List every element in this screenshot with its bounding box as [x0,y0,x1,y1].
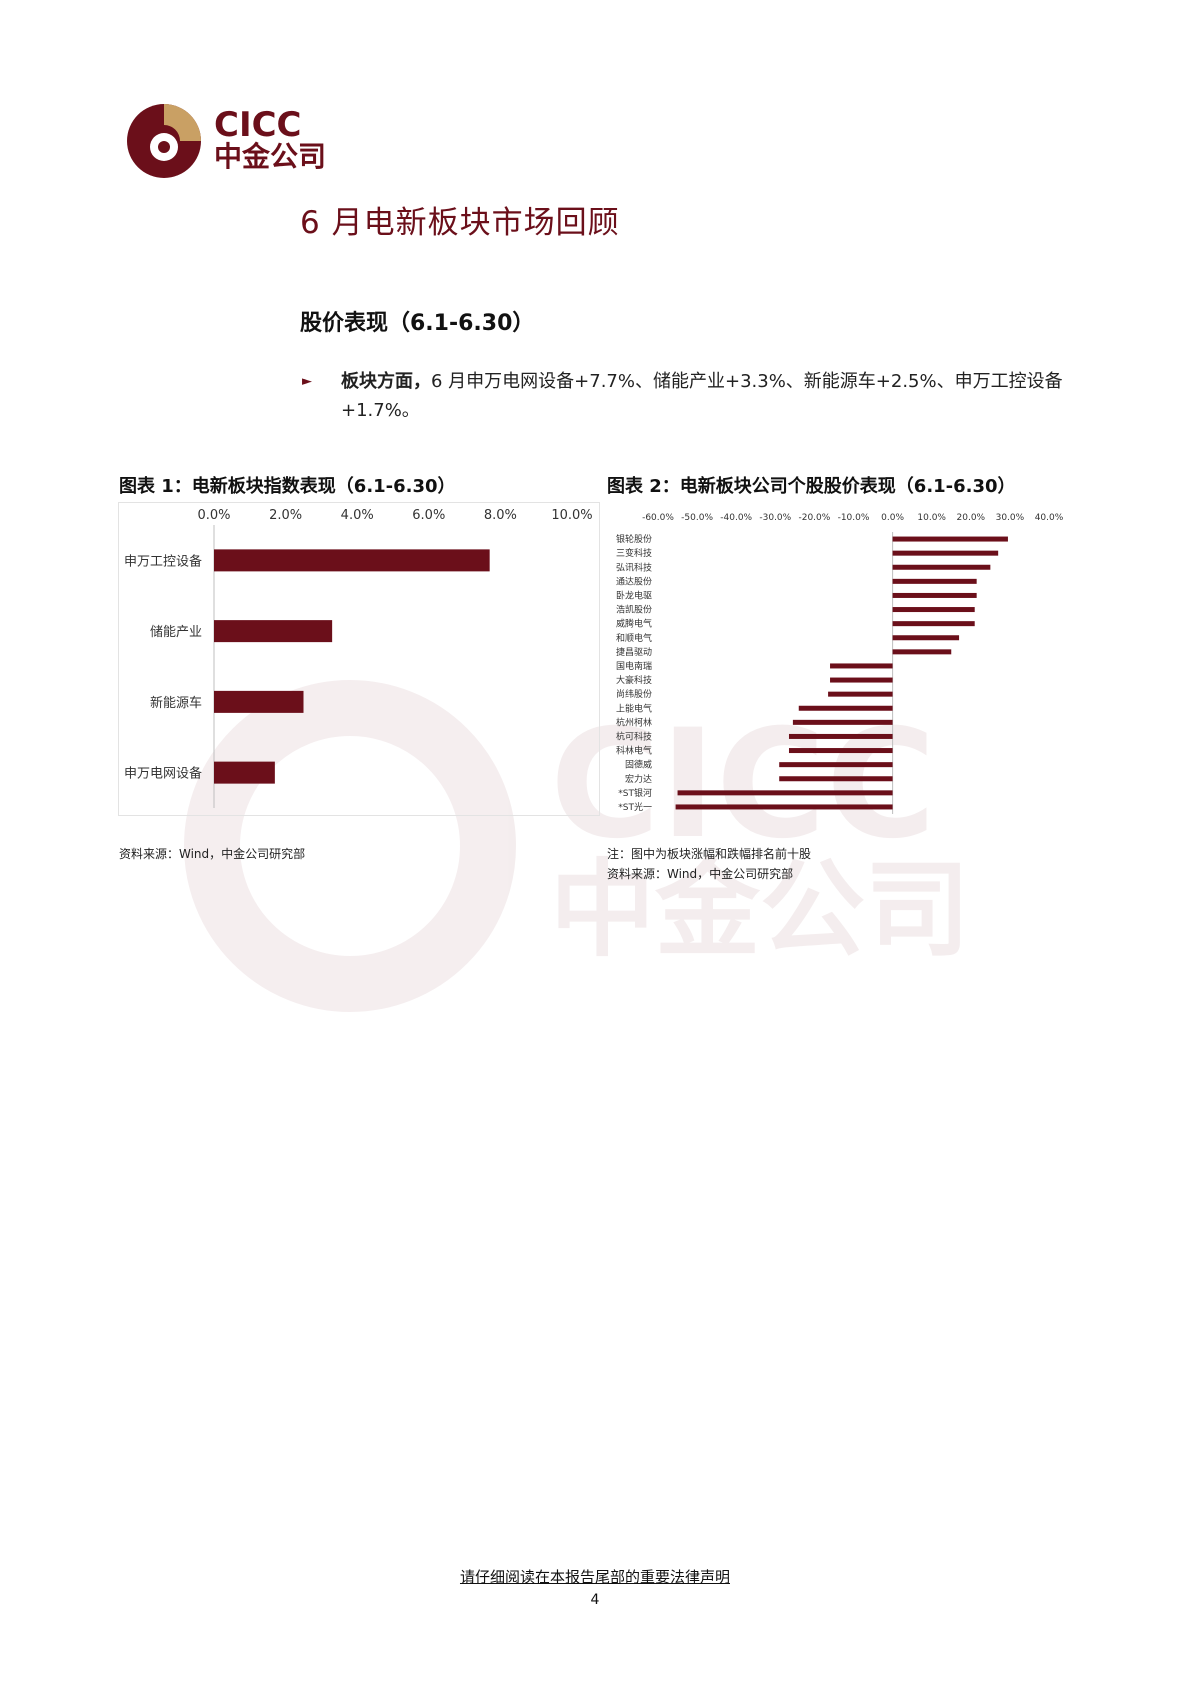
watermark-logo-en: CICC [550,698,936,872]
chart2-bar [892,536,1008,542]
chart1-frame [118,502,600,816]
chart2-bar [792,719,893,725]
chart1-bar [214,690,304,713]
page-number: 4 [590,1592,600,1608]
chart1-tick-label: 6.0% [412,508,445,523]
chart2-category-label: 宏力达 [625,773,652,785]
bullet-arrow-icon: ► [302,374,312,389]
bullet-bold-lead: 板块方面， [341,371,431,392]
chart2-bar [788,733,893,739]
chart2-bar [830,677,893,683]
chart2-bar [675,804,893,810]
chart2-category-label: 威腾电气 [616,618,652,630]
chart2-bar [830,663,893,669]
chart2-bar [779,762,893,768]
bullet-paragraph: 板块方面，6 月申万电网设备+7.7%、储能产业+3.3%、新能源车+2.5%、… [341,367,1091,425]
chart2-bar [788,748,893,754]
chart2-svg: -60.0% -50.0% -40.0% -30.0% -20.0% -10.0% 0.0%… [616,513,1064,814]
chart2-category-label: *ST银河 [618,787,652,799]
chart2-tick-label: -60.0% [642,513,674,523]
chart2-tick-label: -50.0% [681,513,713,523]
chart2-bar [798,705,893,711]
chart1-title: 图表 1：电新板块指数表现（6.1-6.30） [119,476,456,497]
chart2-tick-label: 30.0% [996,513,1025,523]
chart2-category-label: 捷昌驱动 [616,646,652,658]
logo-text-en: CICC [214,105,302,145]
chart2-category-label: 通达股份 [616,575,652,587]
chart2-bar [892,592,977,598]
bullet-body: 6 月申万电网设备+7.7%、储能产业+3.3%、新能源车+2.5%、申万工控设… [341,371,1063,421]
section-heading: 股价表现（6.1-6.30） [300,311,535,336]
chart2-tick-label: 40.0% [1035,513,1064,523]
chart1-category-label: 申万工控设备 [124,553,202,569]
chart2-category-label: 弘讯科技 [616,561,652,573]
chart2-bar [828,691,893,697]
chart2-tick-label: -40.0% [720,513,752,523]
watermark-logo-cn: 中金公司 [550,849,970,971]
chart2-category-label: 国电南瑞 [616,660,652,672]
chart2-bar [677,790,893,796]
chart2-category-label: 上能电气 [616,702,652,714]
chart2-bar [892,621,975,627]
chart2-category-label: 大豪科技 [616,674,652,686]
chart1-tick-label: 8.0% [484,508,517,523]
chart2-category-label: 固德威 [625,759,652,771]
chart2-category-label: 浩凯股份 [616,604,652,616]
chart2-category-label: 科林电气 [616,745,652,757]
cicc-logo-icon [127,104,201,178]
chart1-tick-label: 10.0% [551,508,592,523]
chart2-source: 资料来源：Wind，中金公司研究部 [607,867,794,881]
chart1-source: 资料来源：Wind，中金公司研究部 [119,847,306,861]
chart2-tick-label: -10.0% [838,513,870,523]
chart2-category-label: 卧龙电驱 [616,589,652,601]
chart1-tick-label: 0.0% [197,508,230,523]
chart1-category-label: 申万电网设备 [124,766,202,782]
chart1-category-label: 新能源车 [150,695,202,711]
legal-disclaimer-link[interactable]: 请仔细阅读在本报告尾部的重要法律声明 [459,1568,730,1586]
chart2-category-label: 三变科技 [616,547,652,559]
chart2-bar [892,635,960,641]
chart2-tick-label: 0.0% [881,513,904,523]
chart2-bar [892,578,977,584]
chart1-svg: 0.0% 2.0% 4.0% 6.0% 8.0% 10.0% 申万工控设备储能产业新能源车申… [118,502,600,816]
chart2-bar [892,564,991,570]
chart2-category-label: 银轮股份 [616,533,652,545]
chart2-tick-label: -20.0% [798,513,830,523]
logo-text-cn: 中金公司 [214,140,327,173]
chart1-bar [214,549,490,572]
chart2-bar [892,550,999,556]
chart2-category-label: 杭州柯林 [616,716,652,728]
chart2-category-label: 尚纬股份 [616,688,652,700]
chart1-category-label: 储能产业 [150,625,202,640]
chart1-tick-label: 4.0% [341,508,374,523]
chart2-note: 注：图中为板块涨幅和跌幅排名前十股 [607,847,812,861]
chart2-tick-label: 20.0% [957,513,986,523]
chart2-bar [892,649,952,655]
chart2-category-label: 和顺电气 [616,632,652,644]
chart1-bar [214,620,333,643]
chart2-title: 图表 2：电新板块公司个股股价表现（6.1-6.30） [607,476,1016,497]
page-title: 6 月电新板块市场回顾 [300,205,620,241]
chart2-category-label: 杭可科技 [616,730,652,742]
chart1-bar [214,761,275,784]
chart2-category-label: *ST光一 [618,801,652,813]
chart1-tick-label: 2.0% [269,508,302,523]
chart2-bar [892,607,975,613]
chart2-tick-label: -30.0% [759,513,791,523]
chart2-tick-label: 10.0% [917,513,946,523]
chart2-bar [779,776,893,782]
